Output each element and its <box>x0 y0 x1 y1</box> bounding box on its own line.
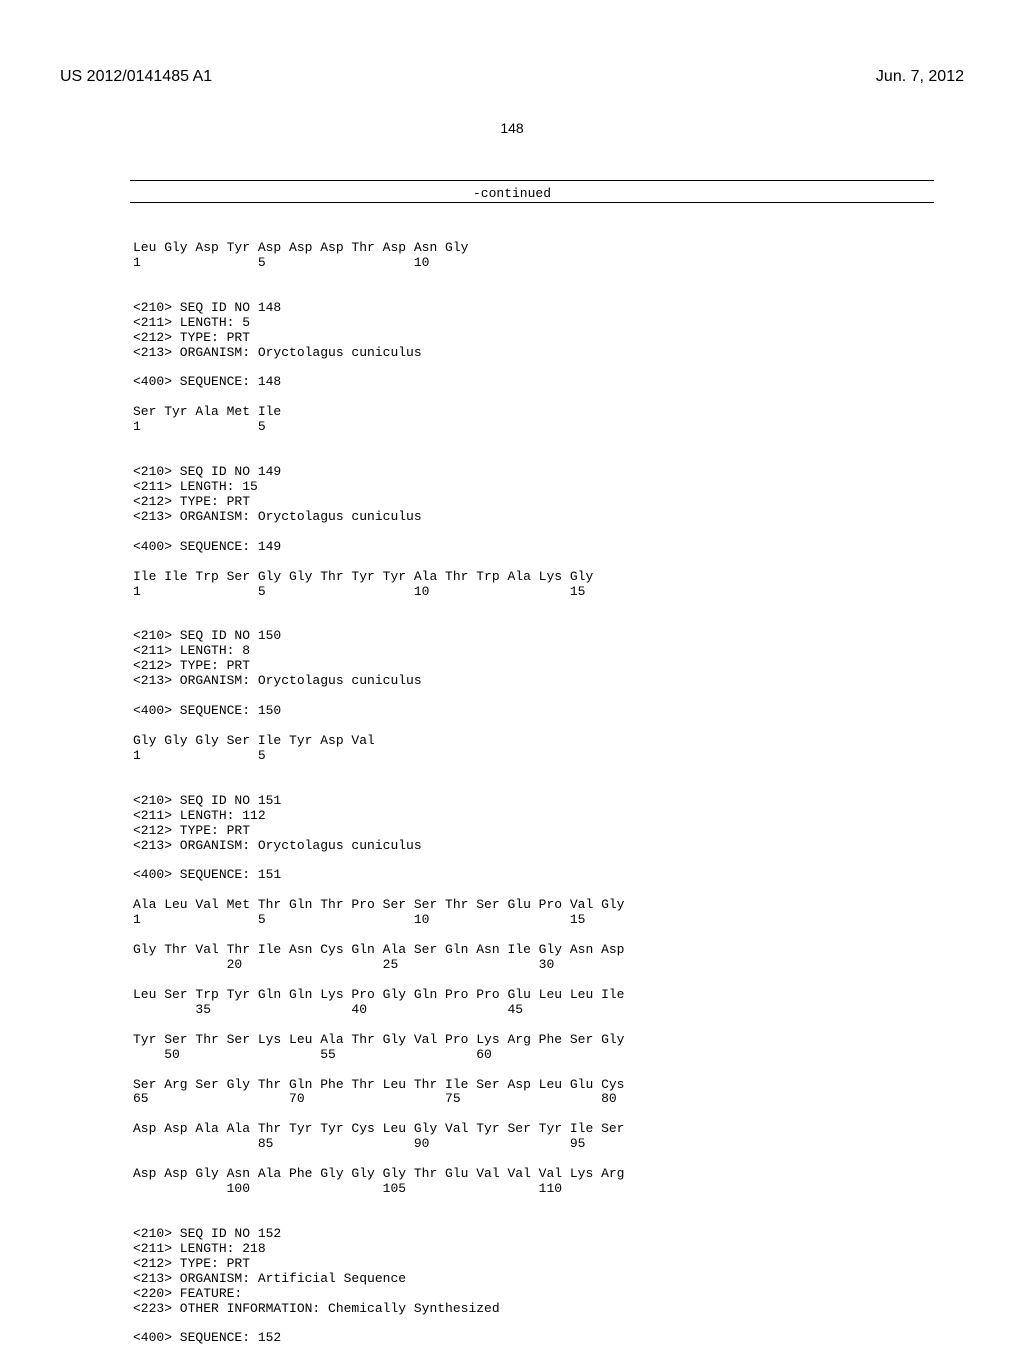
page-header: US 2012/0141485 A1 Jun. 7, 2012 <box>0 68 1024 86</box>
rule-top <box>130 180 934 181</box>
continued-label: -continued <box>0 186 1024 201</box>
publication-number: US 2012/0141485 A1 <box>60 68 212 86</box>
page-number: 148 <box>0 120 1024 136</box>
sequence-listing: Leu Gly Asp Tyr Asp Asp Asp Thr Asp Asn … <box>133 241 934 1346</box>
rule-bottom <box>130 202 934 203</box>
publication-date: Jun. 7, 2012 <box>876 68 964 86</box>
